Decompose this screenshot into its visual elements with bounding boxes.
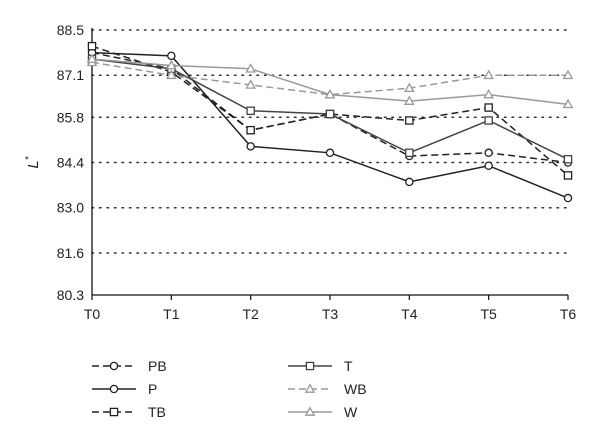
legend-item-wb: WB	[288, 381, 367, 397]
data-point	[404, 82, 415, 93]
x-tick-label: T5	[480, 306, 497, 322]
x-tick-label: T3	[322, 306, 339, 322]
series-w	[86, 53, 574, 109]
y-tick-label: 83.0	[57, 200, 84, 216]
data-point	[405, 177, 414, 187]
y-axis-label: L*	[24, 155, 42, 168]
data-point	[483, 69, 494, 80]
y-tick-label: 80.3	[57, 287, 84, 303]
data-point	[484, 161, 493, 170]
legend: PB P TB T WB W	[92, 358, 367, 420]
data-point	[246, 142, 255, 151]
x-tick-label: T6	[560, 306, 577, 322]
data-point	[325, 109, 335, 119]
legend-item-pb: PB	[92, 358, 167, 374]
legend-label: PB	[148, 358, 167, 374]
legend-item-tb: TB	[92, 404, 166, 420]
data-point	[563, 171, 573, 180]
y-tick-label: 81.6	[57, 245, 84, 261]
data-point	[246, 125, 255, 135]
data-point	[86, 53, 98, 63]
x-tick-label: T4	[401, 306, 418, 322]
legend-swatch-marker	[109, 407, 119, 417]
data-point	[325, 148, 335, 158]
y-tick-label: 85.8	[57, 109, 84, 125]
series-p	[87, 48, 573, 203]
legend-swatch-marker	[305, 361, 315, 371]
legend-label: WB	[344, 381, 367, 397]
legend-swatch-marker	[304, 406, 316, 416]
data-point	[167, 51, 176, 61]
series-pb	[87, 48, 573, 167]
grid-lines	[91, 29, 569, 254]
legend-swatch-marker	[304, 383, 316, 393]
y-tick-label: 88.5	[57, 22, 84, 38]
x-tick-labels: T0 T1 T2 T3 T4 T5 T6	[84, 295, 577, 322]
data-point	[166, 59, 177, 70]
data-point	[245, 63, 256, 73]
data-point	[563, 193, 573, 203]
y-tick-labels: 80.3 81.6 83.0 84.4 85.8 87.1 88.5	[57, 22, 84, 303]
data-point	[166, 69, 177, 80]
data-point	[483, 89, 494, 99]
legend-label: T	[344, 358, 353, 374]
series-line	[91, 51, 569, 164]
data-point	[405, 148, 414, 158]
data-point	[484, 103, 493, 112]
x-tick-label: T2	[242, 306, 259, 322]
y-axis-label-superscript: *	[24, 155, 35, 160]
legend-item-p: P	[92, 381, 157, 397]
y-tick-label: 87.1	[57, 67, 84, 83]
legend-item-w: W	[288, 404, 358, 420]
legend-label: W	[344, 404, 358, 420]
data-point	[562, 98, 574, 109]
series-lines	[86, 41, 574, 203]
y-tick-label: 84.4	[57, 155, 84, 171]
data-point	[405, 116, 414, 125]
data-point	[563, 155, 573, 164]
x-tick-label: T1	[163, 306, 180, 322]
data-point	[245, 79, 256, 89]
legend-swatch-marker	[109, 384, 119, 394]
y-axis-label-text: L	[25, 160, 42, 168]
data-point	[484, 116, 493, 125]
data-point	[484, 148, 493, 158]
data-point	[562, 69, 574, 80]
legend-label: P	[148, 381, 157, 397]
legend-label: TB	[148, 404, 166, 420]
legend-item-t: T	[288, 358, 353, 374]
data-point	[246, 106, 255, 116]
legend-swatch-marker	[109, 361, 119, 371]
data-point	[404, 95, 415, 105]
x-tick-label: T0	[84, 306, 101, 322]
series-t	[87, 54, 573, 164]
data-point	[87, 41, 97, 51]
data-point	[324, 89, 336, 99]
